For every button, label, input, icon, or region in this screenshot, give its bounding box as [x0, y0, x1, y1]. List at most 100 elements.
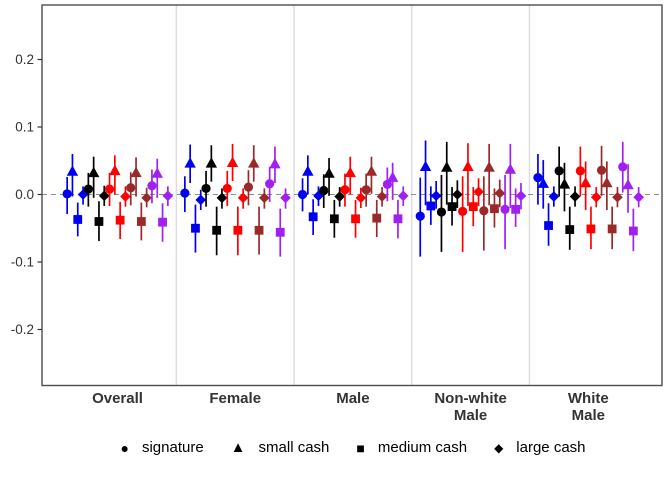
point-marker-square	[191, 223, 200, 233]
point-marker-square	[490, 204, 499, 214]
point-marker-triangle	[441, 161, 453, 172]
point-marker-diamond	[548, 191, 560, 202]
point-marker-diamond	[397, 190, 409, 202]
point-marker-diamond	[633, 191, 644, 203]
point-marker-circle	[222, 183, 232, 194]
panel-border	[41, 4, 663, 387]
point-marker-triangle	[269, 157, 281, 169]
point-marker-square	[275, 227, 285, 237]
point-marker-diamond	[376, 191, 388, 202]
point-marker-square	[136, 217, 146, 226]
diamond-icon: ◆	[494, 440, 504, 455]
point-marker-square	[94, 217, 104, 226]
point-marker-square	[565, 225, 575, 234]
point-marker-triangle	[622, 178, 634, 190]
point-marker-diamond	[430, 190, 442, 202]
point-marker-diamond	[515, 190, 527, 202]
point-marker-diamond	[569, 191, 581, 202]
point-marker-square	[233, 225, 243, 235]
point-marker-square	[372, 213, 382, 223]
square-icon: ■	[356, 439, 365, 456]
point-marker-circle	[458, 206, 468, 216]
point-marker-square	[329, 214, 339, 224]
point-marker-circle	[618, 162, 628, 172]
point-marker-circle	[319, 185, 329, 196]
point-marker-circle	[479, 206, 489, 216]
point-marker-circle	[243, 182, 254, 192]
point-marker-circle	[297, 189, 308, 200]
point-marker-triangle	[248, 157, 260, 168]
point-marker-triangle	[226, 156, 239, 167]
legend-label-signature: signature	[141, 439, 204, 456]
point-marker-triangle	[184, 157, 196, 168]
point-marker-triangle	[365, 165, 378, 176]
point-marker-triangle	[504, 163, 517, 174]
point-marker-triangle	[537, 177, 549, 188]
y-axis-tick-label: 0.1	[15, 120, 34, 135]
point-marker-diamond	[313, 190, 324, 202]
point-marker-square	[115, 215, 125, 225]
point-marker-circle	[575, 166, 585, 176]
point-marker-square	[308, 212, 318, 222]
point-marker-triangle	[66, 165, 79, 176]
point-marker-diamond	[259, 192, 270, 204]
x-axis-panel-label: Female	[209, 390, 261, 407]
point-marker-triangle	[462, 160, 474, 172]
point-marker-diamond	[216, 192, 228, 204]
point-marker-square	[447, 202, 457, 212]
y-axis-tick-label: -0.2	[11, 322, 34, 337]
legend-item-small-cash: ▲ small cash	[231, 439, 330, 456]
point-marker-square	[212, 225, 222, 235]
point-marker-square	[586, 224, 596, 234]
point-marker-triangle	[483, 161, 495, 172]
point-marker-circle	[596, 165, 607, 175]
point-marker-triangle	[130, 166, 142, 178]
y-axis-tick-label: 0.0	[15, 187, 34, 202]
circle-icon: ●	[120, 439, 129, 456]
legend-label-medium-cash: medium cash	[377, 439, 468, 456]
point-marker-diamond	[590, 191, 602, 203]
point-marker-triangle	[558, 178, 571, 189]
point-marker-square	[468, 202, 478, 212]
point-marker-triangle	[419, 160, 432, 172]
point-marker-diamond	[141, 192, 152, 204]
point-marker-square	[511, 204, 521, 214]
point-marker-square	[158, 217, 167, 227]
point-marker-triangle	[323, 167, 335, 178]
point-marker-square	[628, 226, 638, 236]
point-marker-square	[393, 214, 403, 224]
point-marker-triangle	[205, 157, 218, 168]
x-axis-panel-label: White	[568, 390, 609, 407]
point-marker-circle	[265, 179, 275, 189]
point-marker-diamond	[334, 191, 345, 202]
legend-item-signature: ● signature	[120, 439, 203, 456]
point-marker-triangle	[601, 176, 613, 188]
point-marker-square	[254, 225, 264, 235]
point-marker-circle	[533, 173, 543, 183]
point-marker-triangle	[109, 164, 121, 176]
x-axis-panel-label: Overall	[92, 390, 143, 407]
point-marker-diamond	[473, 186, 484, 198]
point-marker-diamond	[612, 191, 623, 203]
point-marker-triangle	[344, 166, 356, 178]
point-marker-diamond	[494, 187, 506, 199]
y-axis-tick-label: 0.2	[15, 52, 34, 67]
point-marker-circle	[104, 184, 115, 194]
x-axis-panel-label: Male	[336, 390, 369, 407]
point-marker-diamond	[452, 189, 463, 200]
x-axis-panel-label: Male	[454, 407, 487, 424]
point-marker-circle	[180, 188, 190, 198]
point-marker-diamond	[162, 190, 174, 202]
legend-label-small-cash: small cash	[258, 439, 330, 456]
point-marker-diamond	[98, 190, 110, 202]
point-marker-circle	[126, 183, 136, 193]
legend-label-large-cash: large cash	[516, 439, 586, 456]
point-marker-diamond	[237, 192, 249, 204]
legend-item-medium-cash: ■ medium cash	[356, 439, 467, 456]
point-marker-circle	[382, 179, 392, 189]
x-axis-panel-label: Non-white	[434, 390, 507, 407]
legend: ● signature ▲ small cash ■ medium cash ◆…	[0, 439, 672, 456]
legend-item-large-cash: ◆ large cash	[494, 439, 585, 456]
